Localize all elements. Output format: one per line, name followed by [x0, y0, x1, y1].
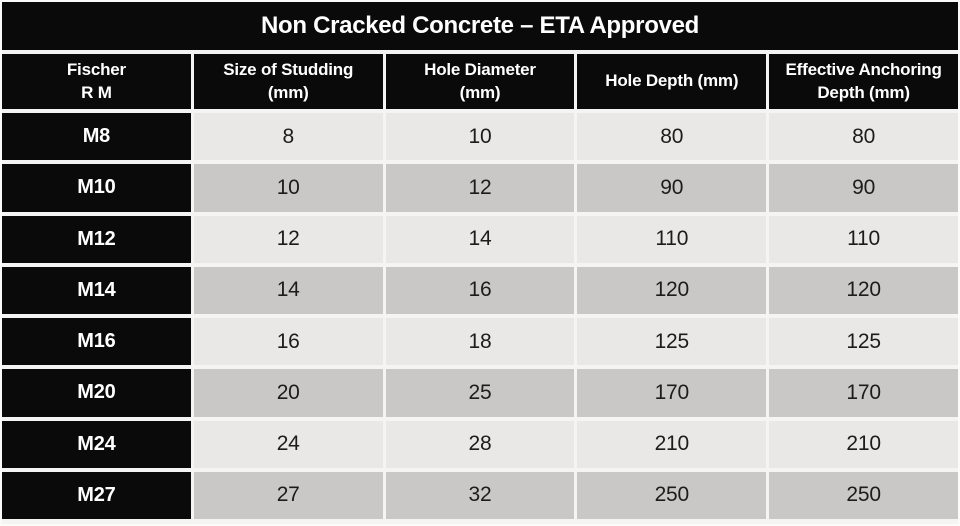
table-title: Non Cracked Concrete – ETA Approved: [2, 2, 958, 50]
value-cell: 20: [193, 369, 383, 417]
row-label: M24: [2, 420, 191, 468]
value-cell: 24: [193, 420, 383, 468]
value-cell: 170: [577, 369, 767, 417]
value-cell: 18: [385, 318, 575, 366]
value-cell: 28: [385, 420, 575, 468]
column-header-line2: (mm): [267, 82, 309, 102]
value-cell: 120: [577, 266, 767, 314]
value-cell: 170: [769, 369, 958, 417]
value-cell: 32: [385, 471, 575, 519]
column-header-line2: R M: [81, 82, 112, 102]
value-cell: 27: [193, 471, 383, 519]
value-cell: 210: [769, 420, 958, 468]
column-header: Effective Anchoring Depth (mm): [769, 54, 958, 109]
value-cell: 14: [385, 215, 575, 263]
row-label: M16: [2, 318, 191, 366]
value-cell: 10: [385, 113, 575, 161]
row-label: M14: [2, 266, 191, 314]
row-label: M8: [2, 113, 191, 161]
value-cell: 125: [577, 318, 767, 366]
value-cell: 10: [193, 164, 383, 212]
column-header-line1: Fischer: [66, 59, 126, 79]
column-header-line2: Depth (mm): [817, 82, 910, 102]
column-header-line2: (mm): [459, 82, 501, 102]
value-cell: 16: [193, 318, 383, 366]
column-header-line1: Size of Studding: [223, 59, 354, 79]
value-cell: 90: [577, 164, 767, 212]
value-cell: 8: [193, 113, 383, 161]
value-cell: 80: [577, 113, 767, 161]
column-header-line1: Hole Diameter: [424, 59, 536, 79]
value-cell: 12: [385, 164, 575, 212]
value-cell: 25: [385, 369, 575, 417]
column-header: Hole Depth (mm): [577, 54, 767, 109]
column-header-line1: Effective Anchoring: [785, 59, 942, 79]
value-cell: 16: [385, 266, 575, 314]
row-label: M20: [2, 369, 191, 417]
value-cell: 250: [577, 471, 767, 519]
value-cell: 210: [577, 420, 767, 468]
value-cell: 110: [769, 215, 958, 263]
value-cell: 125: [769, 318, 958, 366]
value-cell: 110: [577, 215, 767, 263]
value-cell: 120: [769, 266, 958, 314]
column-header: Hole Diameter (mm): [385, 54, 575, 109]
value-cell: 250: [769, 471, 958, 519]
row-label: M27: [2, 471, 191, 519]
row-label: M10: [2, 164, 191, 212]
column-header-line1: Hole Depth (mm): [605, 71, 739, 91]
column-header: Size of Studding (mm): [193, 54, 383, 109]
value-cell: 14: [193, 266, 383, 314]
value-cell: 12: [193, 215, 383, 263]
value-cell: 90: [769, 164, 958, 212]
row-label: M12: [2, 215, 191, 263]
column-header: Fischer R M: [2, 54, 191, 109]
value-cell: 80: [769, 113, 958, 161]
